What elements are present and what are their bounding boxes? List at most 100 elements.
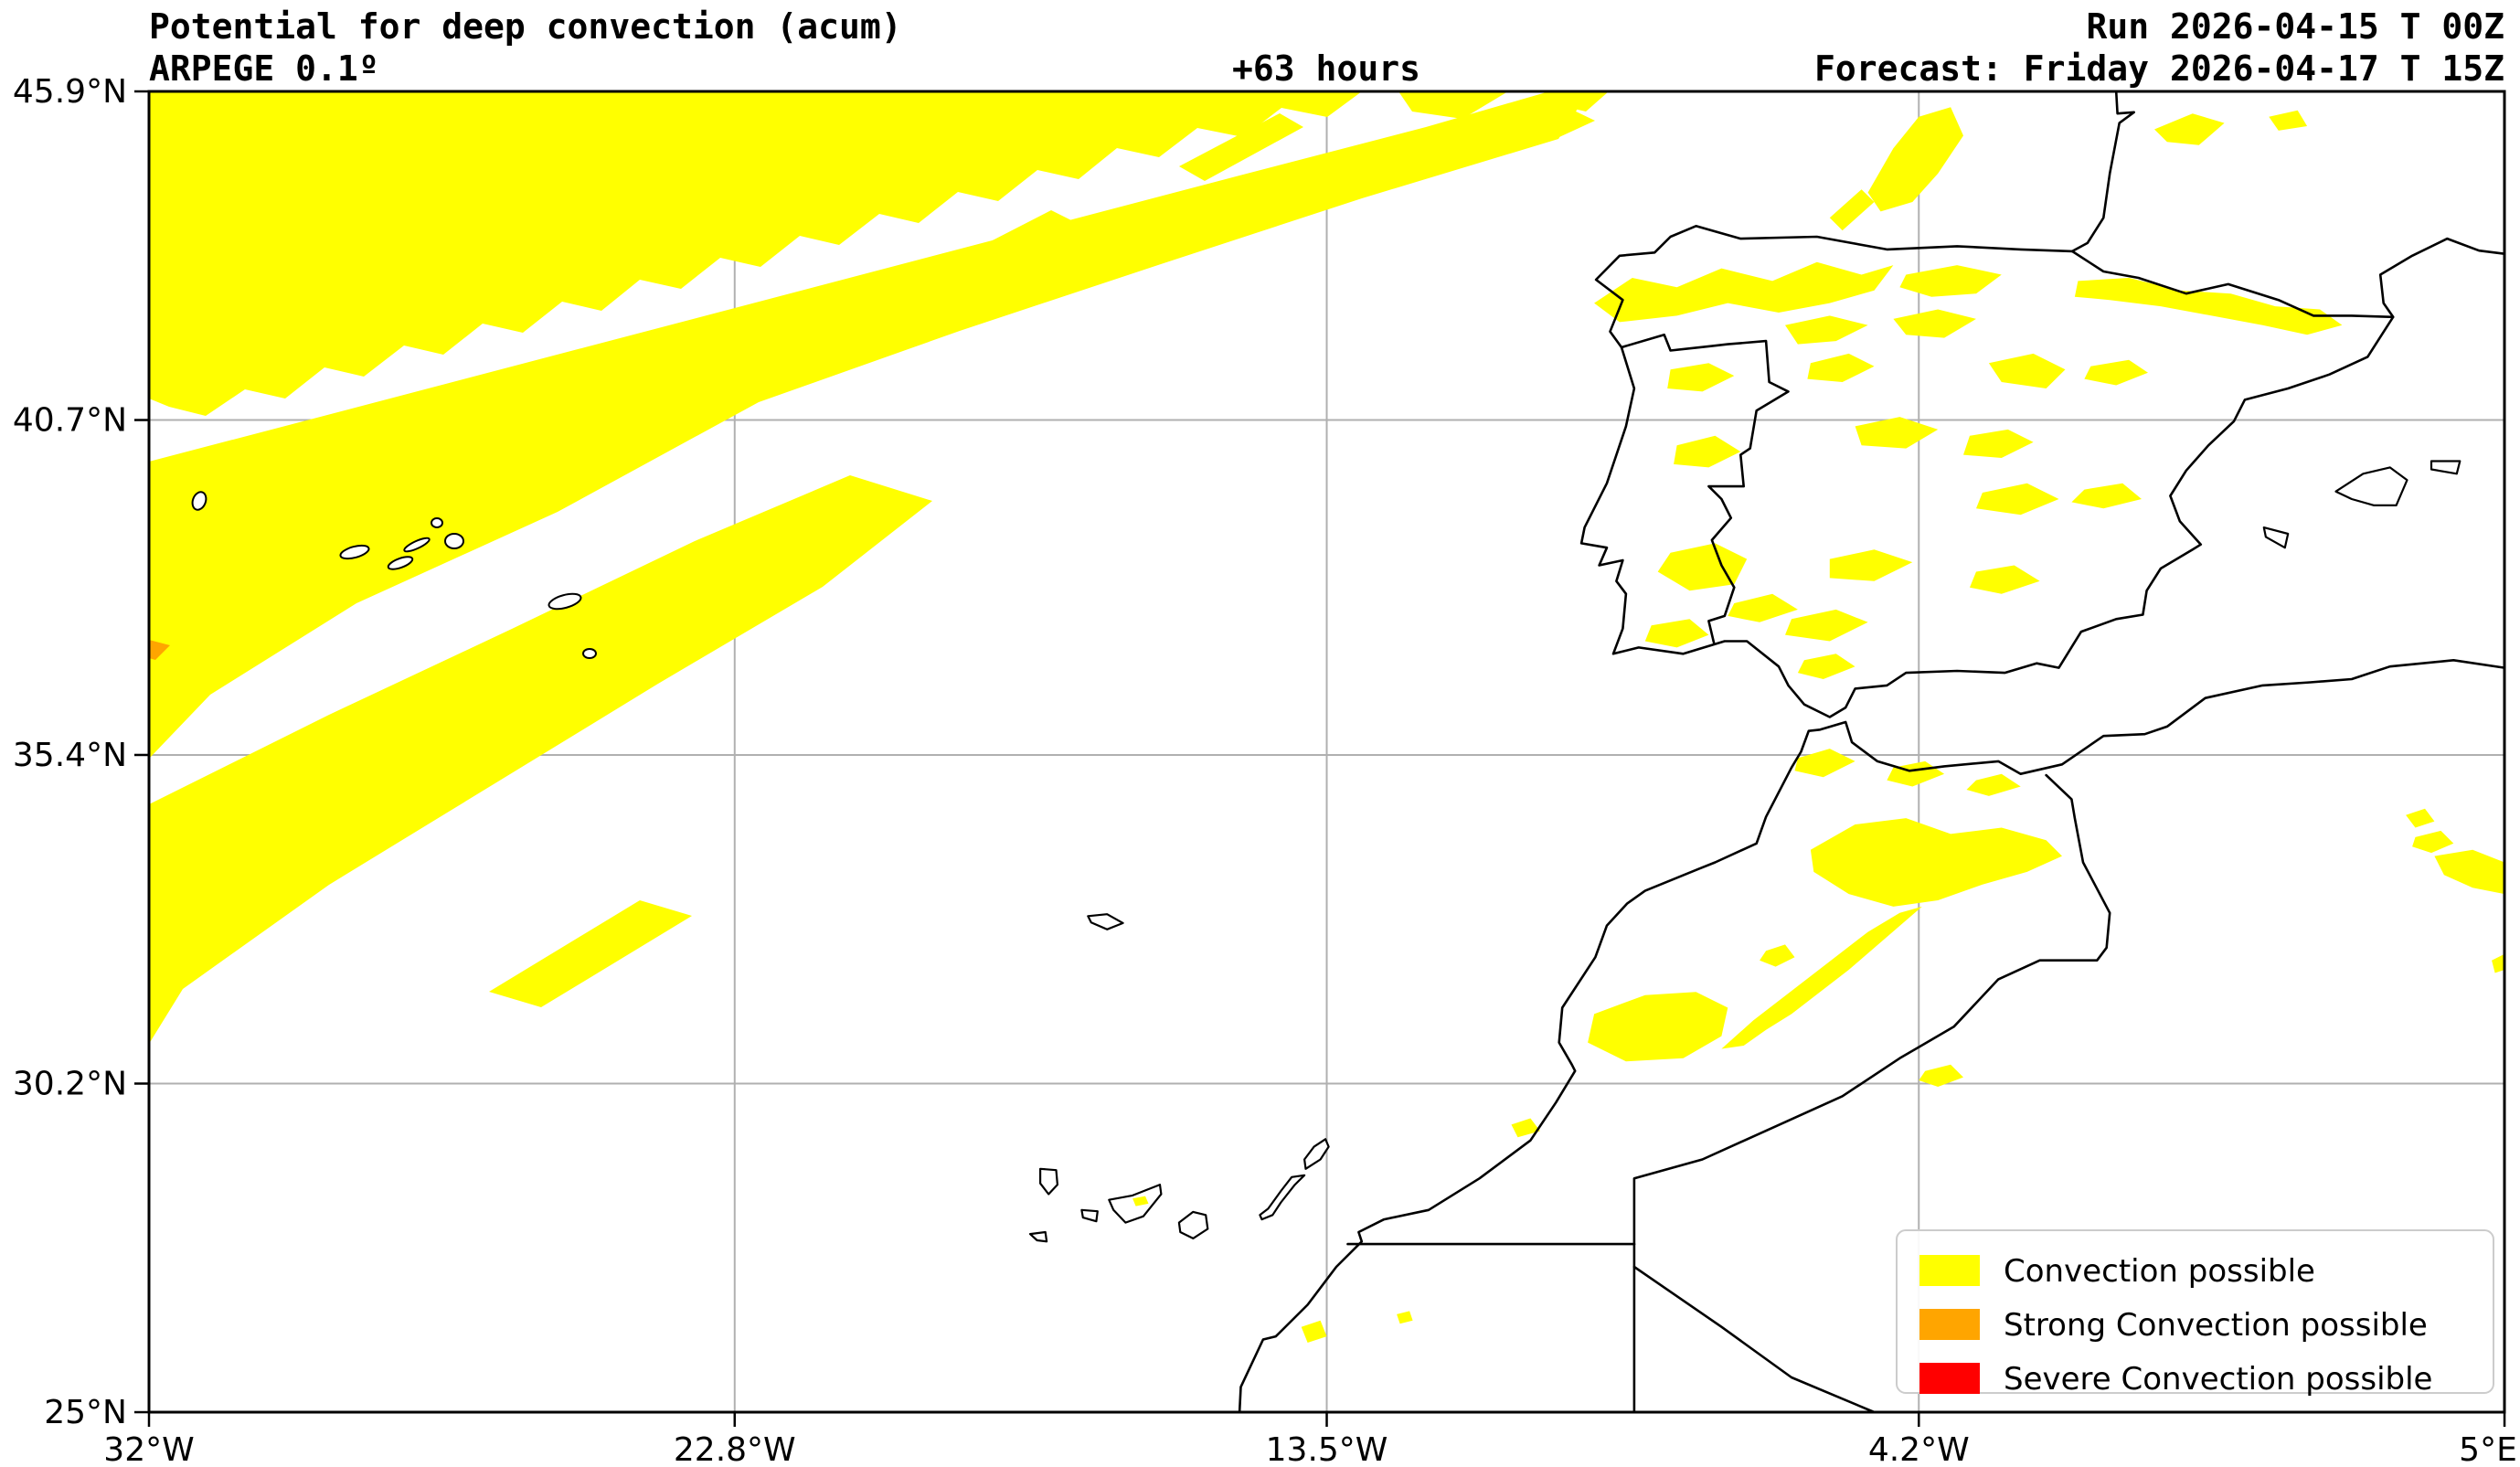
convection-region-algarve_patch: [1644, 619, 1709, 648]
convection-region-gredos_patch: [1855, 417, 1939, 449]
convection-region-burgos_patch: [1893, 309, 1976, 338]
island-azores-0: [191, 491, 207, 511]
island-gran_canaria: [1177, 1210, 1209, 1240]
convection-region-atlas_big_blob: [1810, 818, 2062, 907]
convection-region-souss_blob: [1588, 992, 1728, 1062]
axes-frame: [134, 90, 2506, 1427]
convection-region-atlantic_band_top: [149, 91, 1362, 416]
lat-tick-label: 40.7°N: [13, 402, 127, 440]
convection-region-algeria_edge_1: [2406, 808, 2435, 828]
island-azores-2: [387, 556, 414, 570]
coastline-pyrenees_border: [2070, 250, 2395, 319]
lon-tick-label: 22.8°W: [674, 1431, 796, 1467]
convection-region-mancha_patch_2: [2071, 483, 2142, 509]
convection-region-portugal_n_patch: [1667, 363, 1735, 392]
island-menorca: [2430, 460, 2462, 475]
page-title: Potential for deep convection (acum): [149, 6, 902, 47]
forecast-timestamp: Forecast: Friday 2026-04-17 T 15Z: [1814, 48, 2504, 89]
convection-region-biscay_blob: [1867, 107, 1963, 212]
island-el_hierro: [1028, 1230, 1048, 1243]
convection-region-alentejo_patch: [1657, 543, 1748, 591]
convection-region-atlantic_streak_low: [489, 900, 692, 1007]
model-subtitle: ARPEGE 0.1º: [149, 48, 379, 89]
convection-region-france_patch_2: [2269, 110, 2308, 131]
convection-region-atlas_small_w: [1760, 944, 1795, 967]
convection-regions: [149, 91, 2505, 1343]
coastline-algeria_mauritania_border: [1632, 1265, 1876, 1414]
legend-label-0: Convection possible: [2004, 1253, 2315, 1290]
convection-region-france_patch_1: [2154, 113, 2225, 145]
coastline-iberia_france_coast: [1579, 90, 2506, 718]
island-azores-6: [548, 592, 582, 611]
lat-tick-label: 30.2°N: [13, 1065, 127, 1102]
convection-region-topedge_bit_1: [1398, 91, 1508, 119]
legend-label-1: Strong Convection possible: [2004, 1307, 2428, 1344]
convection-region-andalusia_e_patch: [1970, 565, 2040, 594]
run-timestamp: Run 2026-04-15 T 00Z: [2086, 6, 2504, 47]
convection-region-algeria_edge_3: [2434, 849, 2505, 895]
island-azores-7: [582, 648, 597, 659]
strong-convection-region-orange_west_edge: [149, 640, 170, 660]
island-la_palma: [1038, 1167, 1059, 1196]
convection-region-huelva_patch: [1728, 593, 1798, 622]
island-azores-5: [444, 533, 464, 549]
convection-region-atlas_diag_band: [1721, 906, 1922, 1049]
convection-region-pyrenees_band: [2074, 278, 2343, 335]
legend-box: [1896, 1229, 2494, 1394]
convection-region-atlas_bit_se: [1919, 1064, 1963, 1087]
convection-region-mancha_patch_1: [1976, 483, 2059, 516]
convection-region-tenerife_dot: [1132, 1196, 1149, 1207]
lon-tick-label: 32°W: [103, 1431, 194, 1467]
coastline-africa_coast: [1238, 658, 2506, 1414]
forecast-hours-label: +63 hours: [1232, 48, 1420, 89]
tick-labels: 45.9°N 40.7°N 35.4°N 30.2°N 25°N32°W 22.8°W 13…: [13, 73, 2517, 1467]
island-azores-3: [403, 537, 431, 553]
coastline-portugal_spain_border: [1620, 333, 1790, 644]
convection-region-rif_w_patch: [1794, 749, 1855, 778]
island-fill-dots: [1132, 1196, 1149, 1207]
lat-tick-label: 45.9°N: [13, 73, 127, 111]
convection-region-sierra_morena_patch: [1829, 549, 1913, 581]
convection-region-algeria_edge_4: [2492, 953, 2505, 973]
lon-tick-label: 4.2°W: [1868, 1431, 1970, 1467]
islands: [191, 460, 2462, 1243]
convection-region-rif_e_patch: [1887, 760, 1945, 787]
convection-region-sliver_3: [1179, 113, 1303, 181]
convection-region-duero_patch: [1807, 353, 1875, 382]
lat-tick-label: 35.4°N: [13, 737, 127, 774]
legend-label-2: Severe Convection possible: [2004, 1361, 2432, 1398]
island-la_gomera: [1080, 1208, 1099, 1223]
convection-region-iberian_patch_1: [1988, 353, 2066, 388]
lon-tick-label: 13.5°W: [1266, 1431, 1388, 1467]
convection-region-guadalquivir_patch: [1785, 609, 1868, 642]
legend: Convection possible Strong Convection pos…: [1896, 1229, 2494, 1398]
convection-region-leon_patch: [1785, 315, 1868, 345]
legend-swatch-0: [1919, 1255, 1980, 1286]
convection-region-biscay_sliver: [1829, 189, 1875, 231]
island-mallorca: [2334, 466, 2408, 507]
island-lanzarote: [1303, 1138, 1330, 1170]
convection-region-cantabria_band: [1594, 261, 1894, 323]
convection-region-basque_patch: [1899, 265, 2002, 297]
legend-swatch-1: [1919, 1309, 1980, 1340]
coastlines-borders: [1238, 90, 2506, 1414]
convection-region-cadiz_patch: [1797, 654, 1855, 679]
convection-region-atlantic_band_low: [149, 475, 932, 1044]
convection-region-ws_coast_patch: [1301, 1320, 1327, 1343]
island-fuerteventura: [1259, 1174, 1306, 1221]
convection-region-rif_e2_patch: [1966, 773, 2021, 796]
island-ibiza: [2262, 526, 2290, 549]
convection-region-algeria_edge_2: [2412, 830, 2454, 854]
lat-tick-label: 25°N: [44, 1394, 127, 1431]
convection-region-portugal_c_patch: [1674, 435, 1741, 468]
convection-region-tajo_patch: [1963, 429, 2034, 458]
island-azores-1: [339, 544, 370, 560]
legend-swatch-2: [1919, 1363, 1980, 1394]
convection-region-ws_dot: [1397, 1311, 1413, 1324]
lon-tick-label: 5°E: [2459, 1431, 2517, 1467]
convection-region-iberian_patch_2: [2084, 359, 2148, 386]
convection-region-atlantic_band_mid: [149, 91, 1589, 759]
island-madeira: [1087, 913, 1124, 930]
